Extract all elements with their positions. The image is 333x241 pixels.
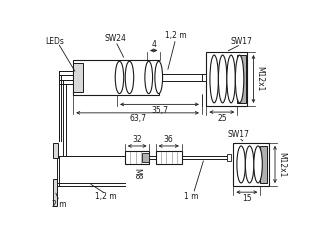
Text: 1,2 m: 1,2 m xyxy=(165,31,186,40)
Text: LEDs: LEDs xyxy=(46,37,64,46)
Text: SW17: SW17 xyxy=(230,37,252,46)
Text: M12x1: M12x1 xyxy=(256,66,265,92)
Text: M8: M8 xyxy=(133,167,142,179)
Text: 15: 15 xyxy=(242,194,252,203)
Ellipse shape xyxy=(245,146,254,183)
Ellipse shape xyxy=(237,146,245,183)
Text: 63,7: 63,7 xyxy=(129,114,146,123)
Ellipse shape xyxy=(218,55,227,103)
Text: 4: 4 xyxy=(151,40,156,49)
Text: 1,2 m: 1,2 m xyxy=(95,192,117,201)
Ellipse shape xyxy=(235,55,244,103)
Bar xyxy=(237,55,246,103)
Bar xyxy=(202,74,206,81)
Text: SW17: SW17 xyxy=(228,130,250,139)
Text: SW24: SW24 xyxy=(105,34,127,43)
Ellipse shape xyxy=(115,61,124,94)
Bar xyxy=(206,52,247,106)
Ellipse shape xyxy=(145,61,153,94)
Bar xyxy=(125,151,150,164)
Text: 1 m: 1 m xyxy=(184,192,198,201)
Bar xyxy=(142,153,149,162)
Text: 35,7: 35,7 xyxy=(151,106,168,115)
Text: M12x1: M12x1 xyxy=(277,152,286,177)
Ellipse shape xyxy=(125,61,134,94)
Ellipse shape xyxy=(227,55,235,103)
Ellipse shape xyxy=(155,61,163,94)
Bar xyxy=(53,179,57,206)
Text: 2 m: 2 m xyxy=(52,200,67,209)
Bar xyxy=(73,60,160,95)
Text: 25: 25 xyxy=(217,114,227,123)
Text: 32: 32 xyxy=(132,135,142,144)
Ellipse shape xyxy=(254,146,262,183)
Text: 36: 36 xyxy=(164,135,173,144)
Bar xyxy=(227,154,231,161)
Bar xyxy=(73,63,83,92)
Bar xyxy=(260,146,267,183)
Ellipse shape xyxy=(210,55,218,103)
Bar xyxy=(53,143,58,158)
Bar xyxy=(156,151,182,164)
Bar xyxy=(233,143,269,186)
